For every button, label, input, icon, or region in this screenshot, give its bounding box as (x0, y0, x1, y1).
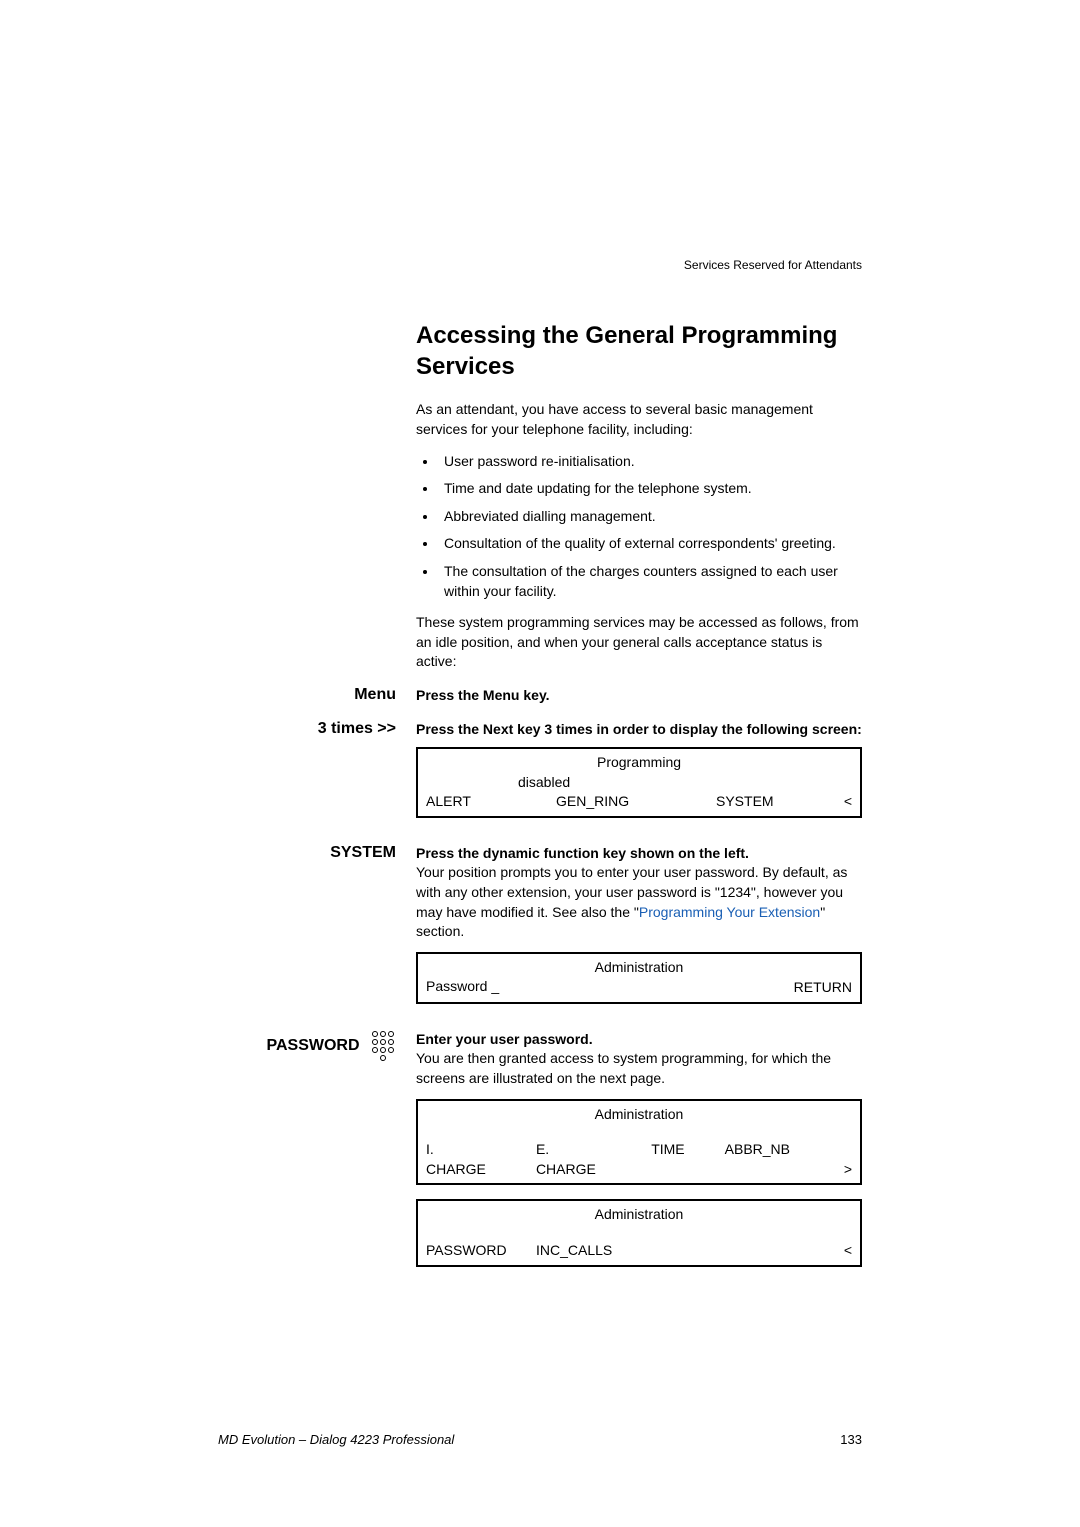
footer-page-number: 133 (840, 1432, 862, 1447)
bullet-item: Abbreviated dialling management. (438, 507, 862, 527)
page-title: Accessing the General Programming Servic… (416, 320, 862, 382)
display-opt-abbrnb: ABBR_NB (725, 1140, 790, 1179)
step-text-system: Your position prompts you to enter your … (416, 863, 862, 941)
footer-product-name: MD Evolution – Dialog 4223 Professional (218, 1432, 454, 1447)
display-programming-title: Programming (426, 753, 852, 773)
step-label-password: PASSWORD (218, 1030, 416, 1281)
display-opt-inccalls: INC_CALLS (536, 1241, 612, 1261)
step-password: PASSWORD Enter your user password. Y (218, 1030, 862, 1281)
step-body-menu: Press the Menu key. (416, 686, 862, 708)
step-body-password: Enter your user password. You are then g… (416, 1030, 862, 1281)
display-programming-row: ALERT GEN_RING SYSTEM (426, 792, 852, 812)
after-bullets-paragraph: These system programming services may be… (416, 613, 862, 672)
display-programming-arrow: < (844, 792, 852, 812)
step-text-password: You are then granted access to system pr… (416, 1049, 862, 1088)
display-admin-menu2-title: Administration (426, 1205, 852, 1225)
display-admin-menu1-title: Administration (426, 1105, 852, 1125)
display-opt-echarge: E. CHARGE (536, 1140, 611, 1179)
display-admin-password: Administration Password _ RETURN (416, 952, 862, 1004)
display-opt-time: TIME (651, 1140, 684, 1179)
step-label-system: SYSTEM (218, 844, 416, 1018)
display-opt-icharge: I. CHARGE (426, 1140, 496, 1179)
step-body-system: Press the dynamic function key shown on … (416, 844, 862, 1018)
programming-extension-link[interactable]: Programming Your Extension (639, 904, 820, 920)
display-admin-password-title: Administration (426, 958, 852, 978)
display-admin-password-return: RETURN (794, 978, 852, 998)
step-three-times: 3 times >> Press the Next key 3 times in… (218, 720, 862, 832)
display-admin-menu2: Administration PASSWORD INC_CALLS < (416, 1199, 862, 1266)
step-menu: Menu Press the Menu key. (218, 686, 862, 708)
right-column: Accessing the General Programming Servic… (416, 320, 862, 686)
bullet-list: User password re-initialisation. Time an… (416, 452, 862, 602)
display-programming-line2: disabled (426, 773, 852, 793)
step-label-three-times: 3 times >> (218, 720, 416, 832)
display-admin-menu1: Administration I. CHARGE E. CHARGE TIME … (416, 1099, 862, 1186)
keypad-icon (370, 1030, 396, 1062)
bullet-item: Consultation of the quality of external … (438, 534, 862, 554)
bullet-item: The consultation of the charges counters… (438, 562, 862, 601)
display-programming: Programming disabled ALERT GEN_RING SYST… (416, 747, 862, 818)
bullet-item: Time and date updating for the telephone… (438, 479, 862, 499)
display-admin-menu1-row: I. CHARGE E. CHARGE TIME ABBR_NB (426, 1140, 852, 1179)
step-heading-menu: Press the Menu key. (416, 686, 862, 706)
step-heading-password: Enter your user password. (416, 1030, 862, 1050)
display-admin-menu2-row: PASSWORD INC_CALLS (426, 1241, 852, 1261)
page-footer: MD Evolution – Dialog 4223 Professional … (218, 1432, 862, 1447)
step-label-menu: Menu (218, 686, 416, 708)
display-opt-system: SYSTEM (716, 792, 774, 812)
intro-paragraph: As an attendant, you have access to seve… (416, 400, 862, 439)
step-heading-system: Press the dynamic function key shown on … (416, 844, 862, 864)
password-label-text: PASSWORD (267, 1037, 360, 1054)
display-opt-password: PASSWORD (426, 1241, 526, 1261)
display-admin-password-prompt: Password _ (426, 977, 852, 997)
step-system: SYSTEM Press the dynamic function key sh… (218, 844, 862, 1018)
display-admin-menu2-arrow: < (844, 1241, 852, 1261)
display-admin-menu1-arrow: > (844, 1160, 852, 1180)
bullet-item: User password re-initialisation. (438, 452, 862, 472)
left-column (218, 320, 416, 686)
step-heading-three-times: Press the Next key 3 times in order to d… (416, 720, 862, 740)
display-opt-alert: ALERT (426, 792, 516, 812)
step-body-three-times: Press the Next key 3 times in order to d… (416, 720, 862, 832)
display-opt-genring: GEN_RING (556, 792, 676, 812)
content-wrapper: Accessing the General Programming Servic… (218, 320, 862, 686)
page-container: Services Reserved for Attendants Accessi… (0, 0, 1080, 1527)
section-header: Services Reserved for Attendants (684, 258, 862, 272)
